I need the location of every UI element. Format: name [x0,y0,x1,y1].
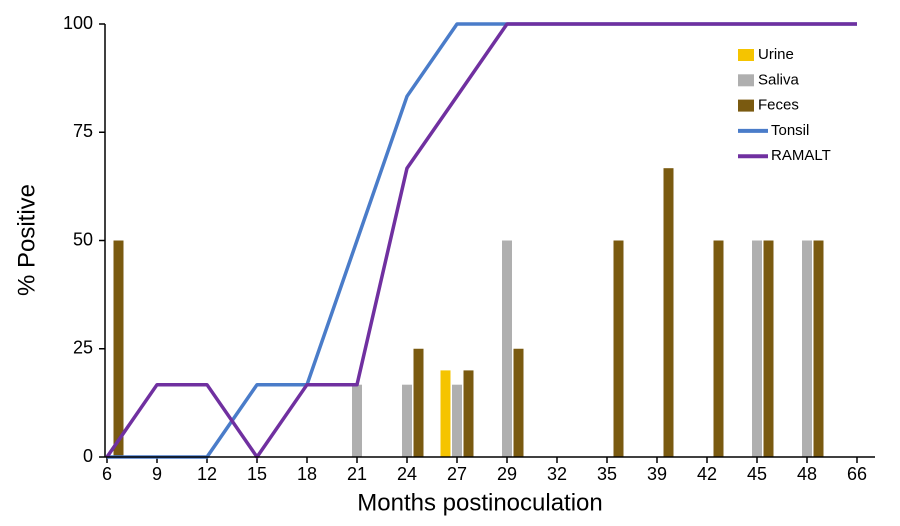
legend-swatch [738,49,754,61]
legend-label: Tonsil [771,122,809,139]
bar [352,384,362,457]
legend-label: Feces [758,97,799,114]
bar [813,240,824,457]
bar [452,384,462,457]
bar [613,240,624,457]
y-tick-label: 0 [83,446,93,466]
y-tick-label: 75 [73,121,93,141]
x-tick-label: 27 [447,464,467,484]
x-tick-label: 24 [397,464,417,484]
bar [502,240,512,457]
y-tick-label: 100 [63,13,93,33]
bar [463,370,474,457]
bar [752,240,762,457]
legend-swatch [738,74,754,87]
line [107,22,857,459]
line [105,22,857,459]
x-tick-label: 9 [152,464,162,484]
x-tick-label: 48 [797,464,817,484]
x-tick-label: 15 [247,464,267,484]
bar [402,384,412,457]
x-tick-label: 39 [647,464,667,484]
y-tick-label: 25 [73,338,93,358]
bar [440,370,451,457]
legend-label: Urine [758,46,794,63]
x-tick-label: 45 [747,464,767,484]
x-tick-label: 35 [597,464,617,484]
bar [663,168,674,457]
legend-label: RAMALT [771,147,831,164]
x-tick-label: 21 [347,464,367,484]
x-tick-label: 66 [847,464,867,484]
x-axis-label: Months postinoculation [357,489,602,516]
x-tick-label: 29 [497,464,517,484]
legend-swatch [738,99,754,112]
y-axis-label: % Positive [13,184,40,296]
legend-label: Saliva [758,71,800,88]
bar [413,348,424,457]
x-tick-label: 32 [547,464,567,484]
x-tick-label: 12 [197,464,217,484]
y-tick-label: 50 [73,229,93,249]
bar [763,240,774,457]
x-tick-label: 42 [697,464,717,484]
bar [513,348,524,457]
x-tick-label: 6 [102,464,112,484]
bar [802,240,812,457]
bar [113,240,124,457]
bar [713,240,724,457]
x-tick-label: 18 [297,464,317,484]
